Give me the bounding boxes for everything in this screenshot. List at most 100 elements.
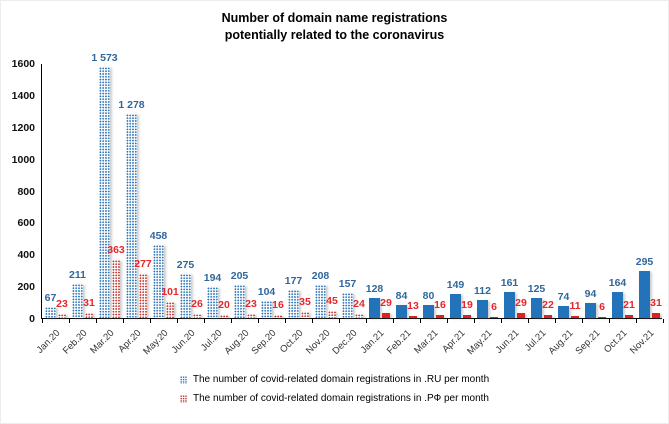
bar-ru-Feb.21 (396, 304, 407, 318)
x-axis-tick (474, 319, 475, 323)
bar-value-ru: 275 (176, 259, 195, 272)
bar-value-ru: 94 (584, 288, 597, 301)
bar-ru-Nov.20 (315, 284, 326, 318)
bar-rf-Apr.20 (138, 273, 147, 318)
bar-value-rf: 21 (623, 298, 635, 311)
bar-value-ru: 295 (635, 255, 654, 268)
y-axis-tick-label: 1600 (11, 58, 35, 70)
bar-value-rf: 16 (272, 299, 284, 312)
bar-value-rf: 19 (461, 298, 473, 311)
x-axis-tick (636, 319, 637, 323)
bar-rf-Feb.20 (84, 313, 93, 318)
bar-ru-Mar.20 (99, 67, 110, 318)
bar-value-rf: 6 (599, 301, 605, 313)
x-axis-tick (42, 319, 43, 323)
x-axis-tick (204, 319, 205, 323)
bar-value-ru: 157 (338, 277, 357, 290)
chart-title-line2: potentially related to the coronavirus (224, 28, 445, 42)
bar-value-ru: 164 (608, 276, 627, 289)
y-axis-tick-label: 1000 (11, 153, 35, 166)
bar-value-ru: 74 (557, 291, 570, 304)
x-axis-tick-label: Jan.20 (34, 327, 63, 356)
bar-ru-Jul.21 (531, 298, 542, 318)
y-axis-tick-label: 800 (17, 185, 35, 198)
bar-value-ru: 125 (527, 283, 546, 296)
bar-value-ru: 194 (203, 272, 222, 285)
bar-rf-Jun.20 (192, 313, 201, 318)
bar-ru-May.21 (477, 300, 488, 318)
bar-rf-Oct.20 (300, 312, 309, 318)
bar-value-rf: 16 (434, 299, 446, 312)
bar-ru-Jan.21 (369, 297, 380, 318)
bar-value-rf: 277 (134, 257, 152, 270)
chart-title-line1: Number of domain name registrations (221, 11, 448, 25)
bar-rf-Oct.21 (624, 314, 633, 318)
bar-value-ru: 67 (44, 292, 57, 305)
bar-value-rf: 29 (380, 297, 392, 310)
legend-label-rf: The number of covid-related domain regis… (193, 393, 489, 404)
x-axis-tick (663, 319, 664, 323)
x-axis-tick (123, 319, 124, 323)
bar-rf-Jul.20 (219, 314, 228, 318)
bar-ru-Feb.20 (72, 284, 83, 318)
bar-rf-Jan.20 (57, 314, 66, 318)
bar-value-rf: 23 (56, 298, 68, 311)
bar-rf-May.20 (165, 301, 174, 318)
bar-rf-Apr.21 (462, 314, 471, 318)
bar-ru-Aug.20 (234, 285, 245, 318)
bar-rf-Jun.21 (516, 313, 525, 318)
x-axis-tick (393, 319, 394, 323)
bar-ru-Jun.21 (504, 292, 515, 318)
plot-area: 67 23 211 31 1 573 363 1 278 277 458 101 275 26 194 2… (41, 53, 664, 323)
bar-value-ru: 161 (500, 277, 519, 290)
x-axis-tick (150, 319, 151, 323)
bar-value-ru: 84 (395, 289, 408, 302)
bar-rf-Mar.20 (111, 260, 120, 318)
x-axis-tick (69, 319, 70, 323)
bar-ru-Mar.21 (423, 305, 434, 318)
bar-ru-Sep.21 (585, 303, 596, 318)
bar-value-rf: 23 (245, 298, 257, 311)
bar-value-ru: 104 (257, 286, 276, 299)
x-axis-tick (285, 319, 286, 323)
x-axis-tick (447, 319, 448, 323)
legend-item-rf: The number of covid-related domain regis… (180, 393, 489, 404)
bar-rf-Aug.21 (570, 316, 579, 318)
bar-value-rf: 26 (191, 297, 203, 310)
bar-value-rf: 101 (161, 285, 179, 298)
legend: The number of covid-related domain regis… (1, 374, 668, 404)
y-axis-tick-label: 400 (17, 249, 35, 262)
chart-title: Number of domain name registrations pote… (1, 10, 668, 44)
y-axis-tick-label: 0 (29, 313, 35, 325)
bar-ru-Apr.20 (126, 114, 137, 318)
y-axis-tick-label: 600 (17, 217, 35, 230)
bar-value-ru: 208 (311, 269, 330, 282)
bar-value-rf: 6 (491, 301, 497, 313)
ru-series-swatch-icon (179, 375, 187, 384)
x-axis-tick (96, 319, 97, 323)
bar-rf-Aug.20 (246, 314, 255, 318)
bar-value-ru: 458 (149, 230, 168, 243)
bar-value-ru: 112 (474, 285, 491, 298)
bar-value-ru: 128 (365, 282, 384, 295)
x-axis-tick (312, 319, 313, 323)
x-axis-tick (528, 319, 529, 323)
bar-value-rf: 31 (650, 297, 662, 310)
bar-value-ru: 177 (284, 274, 303, 287)
bar-value-rf: 13 (407, 299, 419, 312)
bar-value-rf: 45 (326, 294, 338, 307)
bar-rf-Dec.20 (354, 314, 363, 318)
x-axis-tick (366, 319, 367, 323)
y-axis-tick-label: 200 (17, 281, 35, 294)
bar-rf-Sep.21 (597, 317, 606, 318)
rf-series-swatch-icon (180, 394, 188, 403)
x-axis-tick (177, 319, 178, 323)
x-axis-tick (582, 319, 583, 323)
bar-ru-Aug.21 (558, 306, 569, 318)
x-axis-tick (555, 319, 556, 323)
bar-ru-Apr.21 (450, 294, 461, 318)
legend-item-ru: The number of covid-related domain regis… (179, 374, 490, 385)
bar-ru-Oct.20 (288, 289, 299, 318)
legend-label-ru: The number of covid-related domain regis… (192, 374, 490, 385)
